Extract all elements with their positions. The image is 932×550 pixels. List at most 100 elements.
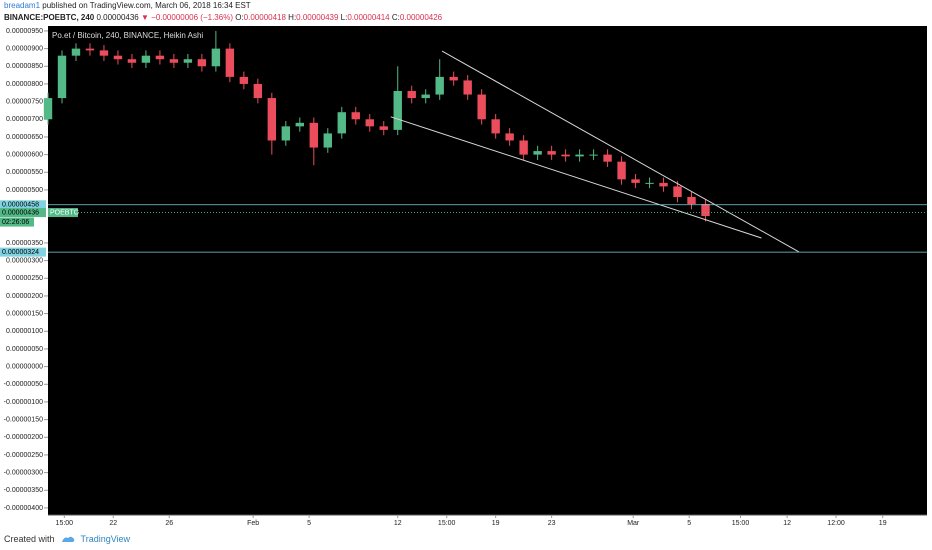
- candle-body: [225, 48, 235, 77]
- candle-body: [393, 91, 402, 130]
- arrow: ▼: [140, 13, 149, 22]
- x-tick-label: 5: [687, 520, 691, 527]
- candle-body: [197, 59, 207, 67]
- candle-body: [421, 94, 430, 99]
- candle-body: [561, 154, 570, 157]
- candle-body: [589, 154, 598, 156]
- header: breadam1 published on TradingView.com, M…: [4, 0, 442, 24]
- chart: Po.et / Bitcoin, 240, BINANCE, Heikin As…: [0, 26, 927, 527]
- x-tick-label: 5: [307, 520, 311, 527]
- candle-body: [617, 161, 626, 180]
- ohlc-value: 0.00000426: [399, 13, 443, 22]
- x-tick-label: 26: [165, 520, 173, 527]
- candle-body: [351, 112, 360, 120]
- countdown-bg: [0, 217, 34, 227]
- x-tick-label: 12: [394, 520, 402, 527]
- candle-body: [519, 140, 528, 155]
- y-tick-label: 0.00000100: [6, 328, 43, 335]
- y-tick-label: 0.00000300: [6, 257, 43, 264]
- candle-body: [435, 76, 444, 95]
- candle-body: [85, 48, 95, 51]
- ohlc-label: L:: [340, 13, 348, 22]
- x-tick-label: 15:00: [438, 520, 456, 527]
- trend-line: [441, 50, 800, 253]
- ohlc-label: O:: [235, 13, 244, 22]
- candle-body: [267, 98, 277, 141]
- price-label-bg: [0, 208, 46, 218]
- candle-body: [673, 186, 682, 198]
- y-tick-label: 0.00000900: [6, 45, 43, 52]
- candle-body: [183, 59, 193, 63]
- candle-body: [71, 48, 81, 56]
- ohlc-label: C:: [391, 13, 400, 22]
- symbol: BINANCE:POEBTC, 240: [4, 13, 95, 22]
- last: 0.00000436: [96, 13, 139, 22]
- y-tick-label: 0.00000000: [6, 363, 43, 370]
- candle-body: [113, 55, 123, 60]
- y-tick-label: 0.00000550: [6, 169, 43, 176]
- y-tick-label: 0.00000850: [6, 63, 43, 70]
- candle-body: [295, 122, 305, 127]
- y-tick-label: -0.00000200: [4, 434, 43, 441]
- y-tick-label: 0.00000150: [6, 310, 43, 317]
- candle-body: [155, 55, 165, 60]
- ohlc-label: H:: [288, 13, 297, 22]
- y-tick-label: 0.00000650: [6, 134, 43, 141]
- y-tick-label: -0.00000100: [4, 399, 43, 406]
- trend-line: [390, 116, 762, 239]
- x-tick-label: 22: [109, 520, 117, 527]
- candle-body: [687, 197, 696, 205]
- x-tick-label: 12: [783, 520, 791, 527]
- candle-body: [169, 59, 179, 63]
- change: −0.00000006 (−1.36%): [151, 13, 233, 22]
- countdown: 02:26:06: [2, 219, 29, 226]
- chart-legend: Po.et / Bitcoin, 240, BINANCE, Heikin As…: [52, 31, 203, 40]
- candle-body: [127, 59, 137, 63]
- tag: POEBTC: [50, 209, 79, 216]
- candle-body: [379, 126, 388, 130]
- candle-body: [547, 151, 556, 155]
- candle-body: [631, 179, 640, 183]
- price-label: 0.00000458: [2, 202, 39, 209]
- footer: Created with TradingView: [4, 534, 130, 544]
- x-tick-label: 15:00: [732, 520, 750, 527]
- candle-body: [575, 154, 584, 157]
- x-tick-label: 15:00: [56, 520, 74, 527]
- candle-body: [491, 119, 500, 134]
- y-tick-label: 0.00000500: [6, 187, 43, 194]
- created: Created with: [4, 534, 55, 544]
- price-label-bg: [0, 247, 46, 257]
- candle-body: [505, 133, 514, 141]
- y-tick-label: -0.00000350: [4, 487, 43, 494]
- candle-body: [57, 55, 67, 99]
- brand: TradingView: [80, 534, 131, 544]
- candle-body: [211, 48, 221, 67]
- y-tick-label: 0.00000800: [6, 81, 43, 88]
- candle-body: [659, 182, 668, 187]
- ohlc-value: 0.00000418: [243, 13, 286, 22]
- y-tick-label: 0.00000250: [6, 275, 43, 282]
- candle-body: [337, 112, 346, 134]
- x-tick-label: 19: [879, 520, 887, 527]
- candle-body: [603, 154, 612, 162]
- y-tick-label: -0.00000150: [4, 416, 43, 423]
- candle-body: [281, 126, 291, 141]
- candle-body: [43, 98, 53, 120]
- candle-body: [701, 204, 710, 217]
- candle-body: [645, 182, 654, 184]
- y-tick-label: -0.00000050: [4, 381, 43, 388]
- x-tick-label: 23: [548, 520, 556, 527]
- x-tick-label: 12:00: [827, 520, 845, 527]
- ohlc-value: 0.00000414: [347, 13, 390, 22]
- y-tick-label: 0.00000350: [6, 240, 43, 247]
- y-tick-label: -0.00000400: [4, 505, 43, 512]
- x-tick-label: Mar: [627, 520, 640, 527]
- candle-body: [463, 80, 472, 95]
- y-tick-label: -0.00000250: [4, 452, 43, 459]
- y-tick-label: -0.00000300: [4, 469, 43, 476]
- candle-body: [365, 119, 374, 127]
- candle-body: [533, 151, 542, 155]
- y-tick-label: 0.00000600: [6, 151, 43, 158]
- author[interactable]: breadam1: [4, 1, 41, 10]
